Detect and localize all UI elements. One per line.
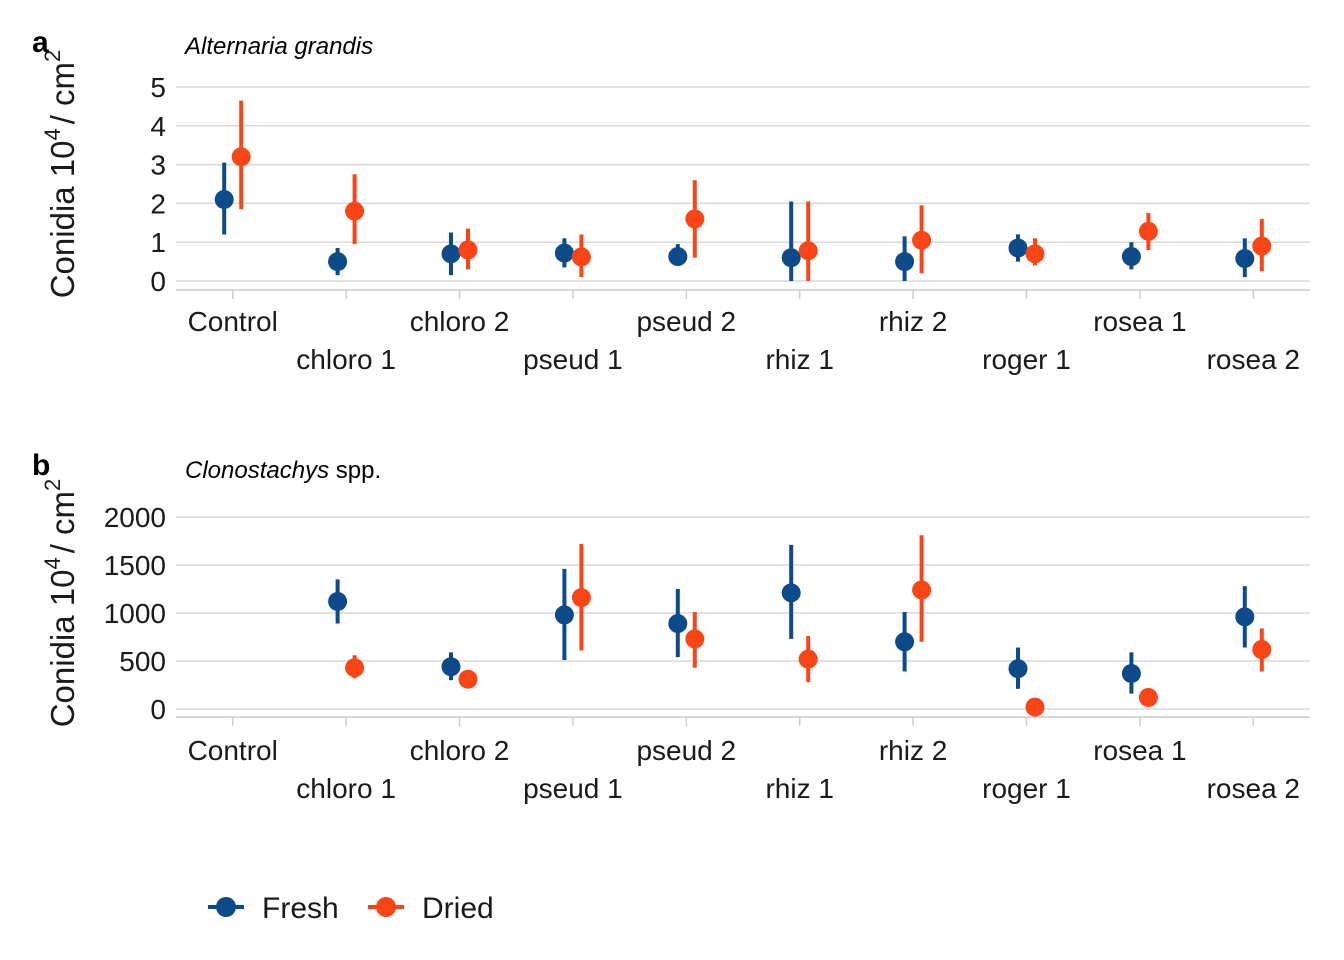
data-point: [458, 669, 478, 689]
y-axis-label-main: Conidia 10: [44, 141, 81, 299]
data-point: [685, 629, 705, 649]
panel-letter: a: [32, 26, 49, 59]
panel-title-italic: Clonostachys: [185, 457, 329, 484]
y-tick-label: 2: [150, 188, 166, 219]
legend-label: Dried: [422, 892, 494, 925]
data-point: [798, 241, 818, 261]
y-tick-label: 1000: [104, 598, 166, 629]
y-axis-label: Conidia 104 / cm2: [40, 50, 81, 299]
data-point: [781, 248, 801, 268]
data-point: [441, 244, 461, 264]
panel-title: Clonostachys spp.: [185, 457, 381, 484]
panel-title-italic: Alternaria grandis: [183, 33, 373, 60]
data-point: [798, 649, 818, 669]
y-tick-label: 0: [150, 694, 166, 725]
data-point: [1008, 659, 1028, 679]
y-tick-label: 500: [119, 646, 166, 677]
data-point: [1235, 248, 1255, 268]
x-tick-label: Control: [188, 306, 278, 337]
legend-key-point: [216, 897, 236, 917]
x-tick-label: chloro 2: [410, 306, 510, 337]
data-point: [668, 247, 688, 267]
x-tick-label: rhiz 2: [879, 735, 947, 766]
y-axis-label-sup2: 2: [40, 50, 65, 62]
data-point: [1025, 697, 1045, 717]
data-point: [441, 657, 461, 677]
panel-b: 0 500 1000 1500 2000 Control chloro 1 chloro 2 p…: [32, 449, 1310, 804]
x-tick-label: chloro 1: [296, 773, 396, 804]
y-tick-label: 5: [150, 72, 166, 103]
x-tick-label: pseud 1: [523, 773, 623, 804]
x-tick-label: roger 1: [982, 773, 1071, 804]
x-tick-label: rosea 1: [1093, 735, 1186, 766]
panel-title-rest: spp.: [329, 457, 381, 484]
data-point: [1121, 247, 1141, 267]
x-tick-label: rosea 2: [1207, 344, 1300, 375]
y-axis-label: Conidia 104 / cm2: [40, 479, 81, 728]
y-axis-label-sup2: 2: [40, 479, 65, 491]
data-point: [912, 580, 932, 600]
data-point: [781, 583, 801, 603]
data-point: [328, 591, 348, 611]
data-point: [571, 247, 591, 267]
y-tick-label: 2000: [104, 502, 166, 533]
y-tick-label: 1: [150, 227, 166, 258]
data-point: [1138, 221, 1158, 241]
data-point: [458, 240, 478, 260]
y-tick-label: 3: [150, 150, 166, 181]
data-point: [895, 632, 915, 652]
y-axis-label-sup: 4: [40, 128, 65, 140]
data-point: [685, 209, 705, 229]
data-point: [668, 614, 688, 634]
data-point: [231, 147, 251, 167]
x-tick-label: pseud 2: [636, 306, 736, 337]
panel-title: Alternaria grandis: [183, 33, 373, 60]
x-tick-label: pseud 1: [523, 344, 623, 375]
panel-a: 0 1 2 3 4 5 Control chloro 1 chloro 2 pseud 1 pseu…: [32, 26, 1310, 375]
data-point: [912, 230, 932, 250]
data-point: [1121, 663, 1141, 683]
x-tick-label: rosea 1: [1093, 306, 1186, 337]
panel-letter: b: [32, 449, 50, 482]
y-axis-label-tail: / cm: [44, 491, 81, 553]
x-tick-label: rhiz 2: [879, 306, 947, 337]
y-tick-label: 0: [150, 266, 166, 297]
x-tick-label: Control: [188, 735, 278, 766]
data-point: [345, 201, 365, 221]
legend-label: Fresh: [262, 892, 339, 925]
x-tick-label: rhiz 1: [765, 773, 833, 804]
data-point: [345, 658, 365, 678]
x-tick-label: rhiz 1: [765, 344, 833, 375]
x-tick-label: pseud 2: [636, 735, 736, 766]
data-point: [1025, 244, 1045, 264]
x-tick-label: chloro 1: [296, 344, 396, 375]
data-point: [1008, 238, 1028, 258]
legend: Fresh Dried: [208, 892, 494, 925]
y-axis-label-sup: 4: [40, 557, 65, 569]
data-point: [1252, 236, 1272, 256]
y-tick-label: 1500: [104, 550, 166, 581]
x-tick-label: roger 1: [982, 344, 1071, 375]
y-axis-label-main: Conidia 10: [44, 570, 81, 728]
y-axis-label-tail: / cm: [44, 62, 81, 124]
y-tick-label: 4: [150, 111, 166, 142]
x-tick-label: rosea 2: [1207, 773, 1300, 804]
data-point: [571, 588, 591, 608]
data-point: [554, 605, 574, 625]
legend-key-point: [376, 897, 396, 917]
data-point: [214, 190, 234, 210]
data-point: [554, 243, 574, 263]
data-point: [1138, 687, 1158, 707]
data-point: [1235, 607, 1255, 627]
data-point: [328, 252, 348, 272]
x-tick-label: chloro 2: [410, 735, 510, 766]
data-point: [895, 252, 915, 272]
data-point: [1252, 639, 1272, 659]
